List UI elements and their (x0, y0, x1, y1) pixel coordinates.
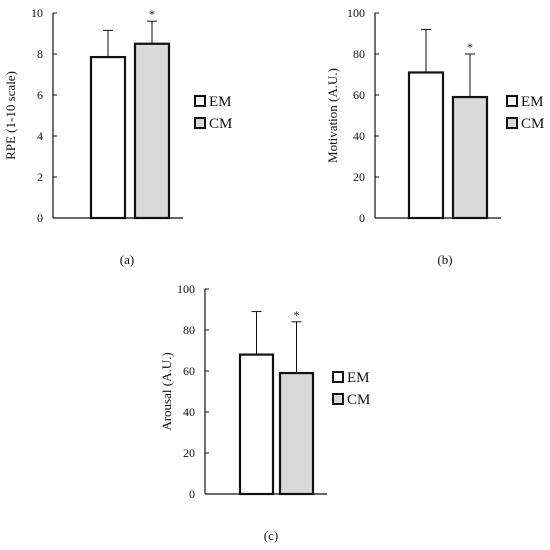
bar-em (89, 55, 127, 220)
y-axis-title: Arousal (A.U.) (159, 352, 174, 430)
y-tick-label: 40 (353, 129, 365, 143)
y-tick-label: 20 (353, 170, 365, 184)
bar-cm (133, 42, 171, 220)
legend-label-cm: CM (521, 116, 544, 132)
y-tick-label: 20 (183, 446, 195, 460)
panel-label: (a) (120, 252, 134, 267)
y-axis-title: Motivation (A.U.) (325, 68, 340, 163)
bar-em (238, 353, 275, 496)
y-tick-label: 100 (177, 282, 195, 296)
y-tick-label: 0 (359, 211, 365, 225)
legend-swatch-em (194, 95, 206, 107)
y-tick-label: 100 (347, 6, 365, 20)
y-tick-label: 80 (353, 47, 365, 61)
legend-swatch-em (506, 95, 518, 107)
y-tick-label: 60 (183, 364, 195, 378)
chart-panel-c: 0 20 40 60 80 100 Arousal (A.U.) * EM CM (c) (159, 282, 370, 543)
legend-label-cm: CM (347, 392, 370, 408)
y-tick-label: 4 (37, 129, 43, 143)
legend-swatch-cm (194, 117, 206, 129)
y-tick-label: 60 (353, 88, 365, 102)
y-tick-label: 6 (37, 88, 43, 102)
legend-label-em: EM (347, 370, 370, 386)
significance-star: * (467, 40, 473, 54)
y-tick-label: 8 (37, 47, 43, 61)
legend-label-em: EM (521, 94, 544, 110)
y-tick-label: 2 (37, 170, 43, 184)
y-tick-label: 10 (31, 6, 43, 20)
legend-swatch-cm (506, 117, 518, 129)
legend-label-cm: CM (209, 116, 232, 132)
significance-star: * (149, 7, 155, 21)
y-tick-label: 0 (37, 211, 43, 225)
bar-cm (451, 95, 489, 220)
panel-label: (b) (437, 252, 452, 267)
legend-label-em: EM (209, 94, 232, 110)
bar-em (407, 71, 445, 220)
bar-cm (278, 371, 315, 496)
panel-label: (c) (264, 528, 278, 543)
y-tick-label: 80 (183, 323, 195, 337)
y-axis-title: RPE (1-10 scale) (3, 71, 18, 160)
chart-panel-a: 0 2 4 6 8 10 RPE (1-10 scale) * EM CM (a) (3, 6, 232, 267)
legend-swatch-cm (332, 393, 344, 405)
legend-swatch-em (332, 371, 344, 383)
y-tick-label: 0 (189, 487, 195, 501)
y-tick-label: 40 (183, 405, 195, 419)
significance-star: * (294, 308, 300, 322)
chart-panel-b: 0 20 40 60 80 100 Motivation (A.U.) * EM CM (b) (325, 6, 544, 267)
